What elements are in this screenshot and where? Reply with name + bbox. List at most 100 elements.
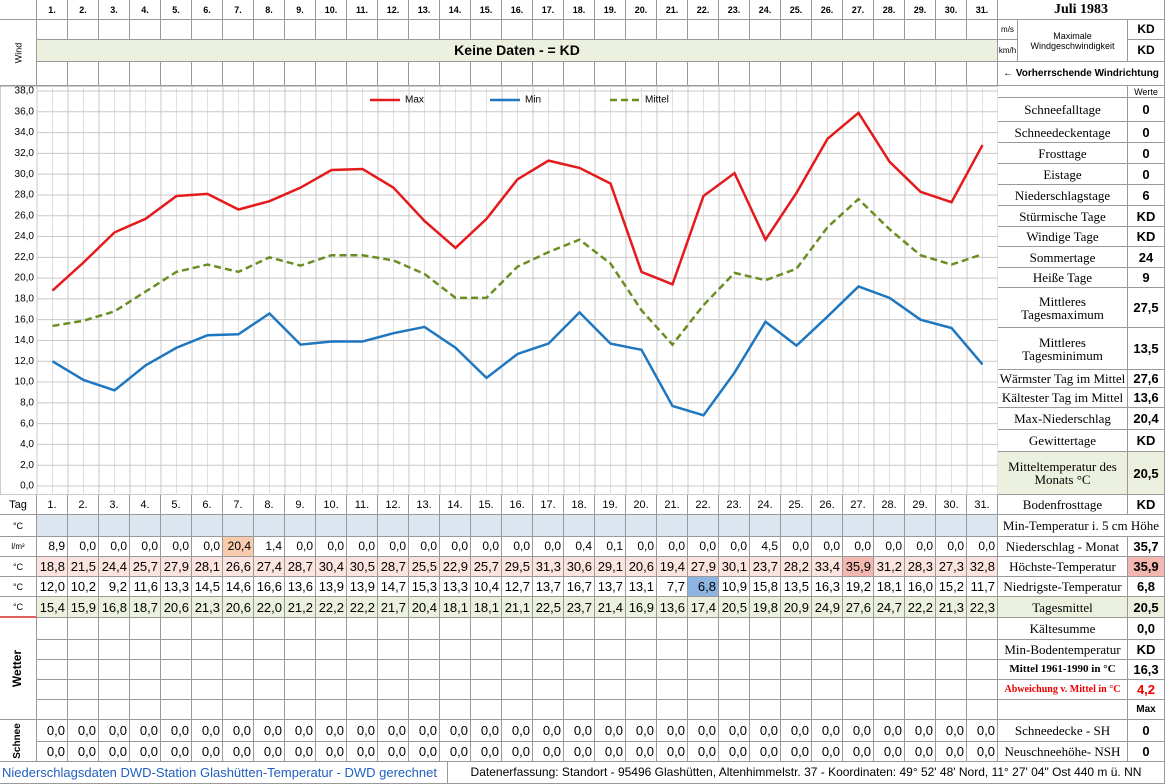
precip-cell: 0,0	[688, 537, 719, 557]
snow-cell: 0,0	[688, 742, 719, 762]
snow-cell: 0,0	[161, 742, 192, 762]
unit-label: °C	[0, 557, 37, 577]
weather-cell	[533, 618, 564, 640]
temp-cell: 15,8	[750, 577, 781, 597]
snow-cell: 0,0	[316, 742, 347, 762]
weather-cell	[471, 700, 502, 720]
weather-cell	[843, 660, 874, 680]
precip-cell-text: 0,0	[358, 539, 375, 553]
stat-value-text: 27,6	[1133, 371, 1159, 386]
day-header-text: 16.	[510, 4, 524, 15]
snow-cell: 0,0	[781, 720, 812, 742]
day-header: 17.	[533, 0, 564, 20]
stat-label: Sommertage	[998, 247, 1128, 268]
unit-kmh: km/h	[998, 40, 1018, 62]
weather-cell	[471, 680, 502, 700]
temp-cell-text: 28,3	[907, 559, 933, 574]
snow-cell-text: 0,0	[976, 723, 995, 738]
weather-cell	[130, 700, 161, 720]
temp-cell-text: 31,2	[876, 559, 902, 574]
temp-cell-text: 14,5	[194, 579, 220, 594]
wind-cell	[347, 20, 378, 40]
wind-cell	[130, 20, 161, 40]
temp-cell-text: 22,9	[442, 559, 468, 574]
temp-cell-text: 11,7	[970, 579, 995, 594]
weather-cell	[347, 680, 378, 700]
day-header: 10.	[316, 0, 347, 20]
day-header-text: 8.	[265, 4, 273, 15]
snow-cell-text: 0,0	[201, 744, 220, 759]
day-label-text: 16.	[509, 498, 525, 511]
tag-label-text: Tag	[9, 498, 27, 511]
temp-cell: 18,8	[37, 557, 68, 577]
day-label: 27.	[843, 495, 874, 515]
y-tick-label: 6,0	[20, 418, 34, 429]
temp-cell: 21,1	[502, 597, 533, 618]
temp-cell-text: 35,9	[845, 559, 871, 574]
weather-cell	[843, 700, 874, 720]
temp-cell: 13,3	[440, 577, 471, 597]
weather-cell	[688, 680, 719, 700]
weather-cell	[564, 700, 595, 720]
weather-cell	[688, 618, 719, 640]
weather-cell	[37, 640, 68, 660]
snow-cell: 0,0	[874, 742, 905, 762]
day-label-text: 13.	[416, 498, 432, 511]
y-tick-label: 4,0	[20, 439, 34, 450]
day-label-text: 10.	[323, 498, 339, 511]
day-header: 7.	[223, 0, 254, 20]
wind-cell	[533, 62, 564, 86]
day-header-text: 25.	[789, 4, 803, 15]
stat-value: 20,4	[1128, 408, 1165, 430]
precip-cell-text: 0,0	[513, 539, 530, 553]
temp-cell: 33,4	[812, 557, 843, 577]
temp-cell-text: 20,4	[411, 599, 437, 615]
day-header-text: 28.	[882, 4, 896, 15]
soil-cell	[347, 515, 378, 537]
stat-label-text: Mittleres Tagesmaximum	[1021, 293, 1104, 322]
snow-cell-text: 0,0	[883, 723, 902, 738]
weather-cell	[130, 640, 161, 660]
y-tick-label: 36,0	[15, 106, 35, 117]
day-label-text: 29.	[912, 498, 928, 511]
stat-value-text: 35,9	[1133, 559, 1159, 574]
temp-cell-text: 15,8	[752, 579, 778, 594]
snow-cell-text: 0,0	[852, 723, 871, 738]
wind-cell	[657, 20, 688, 40]
soil-cell	[285, 515, 316, 537]
stat-value: KD	[1128, 430, 1165, 452]
weather-cell	[564, 618, 595, 640]
temp-cell-text: 27,4	[256, 559, 282, 574]
precip-cell-text: 0,0	[699, 539, 716, 553]
stat-value: 6,8	[1128, 577, 1165, 597]
temp-cell-text: 18,7	[132, 599, 158, 615]
weather-cell	[564, 640, 595, 660]
snow-cell-text: 0,0	[976, 744, 995, 759]
wind-cell	[843, 62, 874, 86]
weather-cell	[595, 680, 626, 700]
day-header: 28.	[874, 0, 905, 20]
soil-cell	[564, 515, 595, 537]
temp-cell-text: 31,3	[535, 559, 561, 574]
weather-cell	[99, 618, 130, 640]
temp-cell-text: 22,0	[256, 599, 282, 615]
unit-label-text: °C	[12, 520, 24, 531]
weather-cell	[254, 680, 285, 700]
temp-cell: 10,2	[68, 577, 99, 597]
y-tick-label: 28,0	[15, 190, 35, 201]
temp-cell: 20,6	[161, 597, 192, 618]
wind-direction: ← Vorherrschende Windrichtung	[998, 62, 1165, 86]
stat-value: KD	[1128, 206, 1165, 227]
stat-label-text: Windige Tage	[1026, 229, 1099, 244]
unit-label: °C	[0, 515, 37, 537]
day-header: 22.	[688, 0, 719, 20]
temp-cell-text: 28,7	[287, 559, 313, 574]
weather-cell	[936, 640, 967, 660]
unit-kmh-text: km/h	[998, 45, 1017, 55]
weather-cell	[905, 680, 936, 700]
max-wind-ms: KD	[1128, 20, 1165, 40]
wind-label-text: Wind	[12, 42, 23, 63]
wind-cell	[843, 20, 874, 40]
y-tick-label: 18,0	[15, 294, 35, 305]
snow-cell: 0,0	[192, 720, 223, 742]
